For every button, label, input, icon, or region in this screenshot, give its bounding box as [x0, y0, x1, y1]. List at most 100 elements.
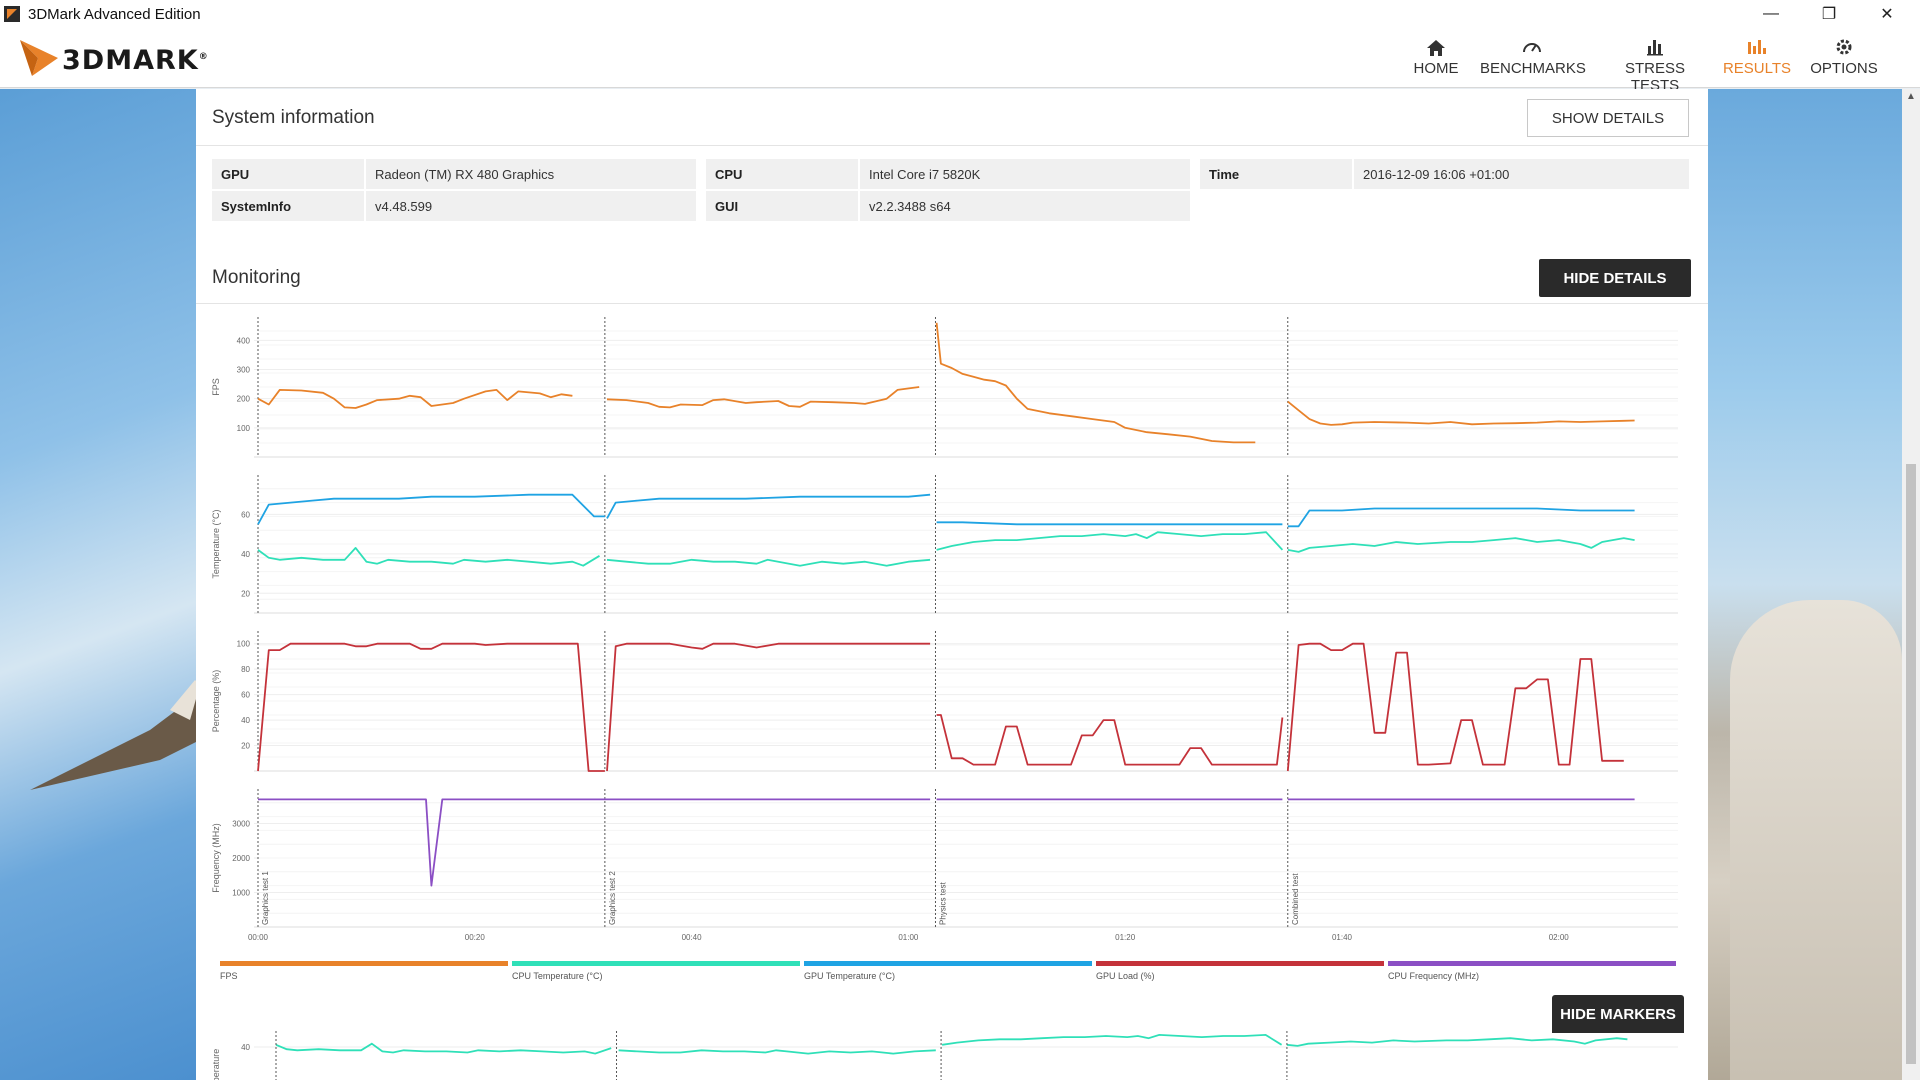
- logo-icon: [20, 40, 58, 76]
- nav-benchmarks-label: BENCHMARKS: [1480, 60, 1586, 77]
- legend-label: CPU Temperature (°C): [512, 971, 602, 981]
- bar-chart-icon: [1647, 40, 1663, 56]
- results-content: System information SHOW DETAILS GPU Rade…: [196, 89, 1708, 1080]
- legend-swatch: [512, 961, 800, 966]
- hide-details-button[interactable]: HIDE DETAILS: [1539, 259, 1691, 297]
- series-line: [258, 798, 931, 887]
- hide-markers-button[interactable]: HIDE MARKERS: [1552, 995, 1684, 1033]
- y-tick-label: 80: [241, 665, 250, 674]
- x-tick-label: 00:20: [465, 933, 486, 942]
- system-info-title: System information: [212, 107, 375, 128]
- gauge-icon: [1523, 43, 1541, 53]
- home-icon: [1427, 40, 1445, 56]
- y-tick-label: 20: [241, 589, 250, 598]
- y-tick-label: 20: [241, 742, 250, 751]
- preview-series-line: [275, 1042, 612, 1055]
- series-line: [1287, 507, 1635, 528]
- series-line: [257, 642, 605, 772]
- minimize-button[interactable]: —: [1763, 5, 1779, 22]
- y-tick-label: 40: [241, 716, 250, 725]
- y-tick-label: 3000: [232, 820, 250, 829]
- series-line: [936, 521, 1283, 526]
- divider: [196, 145, 1708, 146]
- close-button[interactable]: ✕: [1880, 6, 1894, 23]
- y-tick-label: 60: [241, 691, 250, 700]
- x-tick-label: 00:40: [682, 933, 703, 942]
- series-line: [257, 388, 573, 409]
- info-label-gpu: GPU: [212, 159, 364, 189]
- divider: [196, 303, 1708, 304]
- logo-text: 3DMARK®: [62, 45, 209, 76]
- series-line: [606, 642, 931, 772]
- y-tick-label: 1000: [232, 889, 250, 898]
- y-tick-label: 300: [237, 366, 251, 375]
- series-line: [935, 322, 1256, 444]
- scroll-thumb[interactable]: [1906, 464, 1916, 1064]
- scrollbar[interactable]: ▲ ▼: [1902, 89, 1920, 1080]
- series-line: [257, 546, 600, 567]
- maximize-button[interactable]: ❐: [1821, 6, 1837, 23]
- y-tick-label: 100: [237, 640, 251, 649]
- y-tick-label: 2000: [232, 854, 250, 863]
- nav-results[interactable]: RESULTS: [1722, 34, 1792, 77]
- x-tick-label: 01:20: [1115, 933, 1136, 942]
- series-line: [1287, 400, 1635, 426]
- x-tick-label: 01:00: [898, 933, 919, 942]
- legend-swatch: [804, 961, 1092, 966]
- nav-results-label: RESULTS: [1722, 60, 1792, 77]
- info-value-cpu: Intel Core i7 5820K: [860, 159, 1190, 189]
- scroll-up-arrow-icon[interactable]: ▲: [1906, 91, 1916, 102]
- nav-home[interactable]: HOME: [1406, 34, 1466, 77]
- rock-image: [1730, 600, 1902, 1080]
- y-axis-label: FPS: [211, 378, 221, 396]
- app-header: 3DMARK® HOME BENCHMARKS STRESS TESTS RES…: [0, 28, 1920, 94]
- nav-options[interactable]: OPTIONS: [1808, 34, 1880, 77]
- y-axis-label: Percentage (%): [211, 670, 221, 733]
- preview-series-line: [1286, 1037, 1628, 1047]
- legend-label: FPS: [220, 971, 238, 981]
- x-tick-label: 00:00: [248, 933, 269, 942]
- monitoring-chart: 100 200 300 400 FPS 20 40 60 Temperature (°C) 20 4…: [211, 317, 1678, 1080]
- legend-label: GPU Load (%): [1096, 971, 1155, 981]
- x-tick-label: 01:40: [1332, 933, 1353, 942]
- results-icon: [1748, 40, 1766, 54]
- x-tick-label: 02:00: [1549, 933, 1570, 942]
- y-tick-label: 400: [237, 336, 251, 345]
- nav-benchmarks[interactable]: BENCHMARKS: [1480, 34, 1586, 77]
- y-tick-label: 40: [241, 550, 250, 559]
- y-tick-label: 100: [237, 424, 251, 433]
- nav-options-label: OPTIONS: [1810, 60, 1878, 77]
- legend-swatch: [1388, 961, 1676, 966]
- nav-home-label: HOME: [1413, 60, 1459, 77]
- series-line: [606, 493, 931, 519]
- info-value-gui: v2.2.3488 s64: [860, 191, 1190, 221]
- y-axis-label: Frequency (MHz): [211, 823, 221, 893]
- series-line: [936, 531, 1284, 551]
- y-tick-label: 200: [237, 395, 251, 404]
- info-label-cpu: CPU: [706, 159, 858, 189]
- info-value-time: 2016-12-09 16:06 +01:00: [1354, 159, 1689, 189]
- legend-label: CPU Frequency (MHz): [1388, 971, 1479, 981]
- marker-label: Graphics test 2: [608, 871, 617, 925]
- monitoring-title: Monitoring: [212, 267, 301, 288]
- legend-swatch: [1096, 961, 1384, 966]
- title-bar: 3DMark Advanced Edition — ❐ ✕: [0, 0, 1920, 28]
- series-line: [606, 386, 920, 409]
- gear-icon: [1836, 39, 1852, 55]
- y-tick-label: 40: [241, 1043, 250, 1052]
- info-label-gui: GUI: [706, 191, 858, 221]
- nav-stress-tests[interactable]: STRESS TESTS: [1600, 34, 1710, 94]
- window-title: 3DMark Advanced Edition: [28, 6, 201, 23]
- series-line: [936, 714, 1284, 766]
- series-line: [606, 558, 931, 567]
- show-details-button[interactable]: SHOW DETAILS: [1527, 99, 1689, 137]
- y-tick-label: 60: [241, 510, 250, 519]
- background-sky-left: [0, 89, 196, 1080]
- series-line: [1286, 642, 1624, 772]
- series-line: [1287, 537, 1635, 553]
- y-axis-label: Temperature (°C): [211, 509, 221, 578]
- legend-label: GPU Temperature (°C): [804, 971, 895, 981]
- marker-label: Physics test: [938, 882, 947, 925]
- series-line: [257, 493, 605, 525]
- y-axis-label: Temperature: [211, 1049, 221, 1080]
